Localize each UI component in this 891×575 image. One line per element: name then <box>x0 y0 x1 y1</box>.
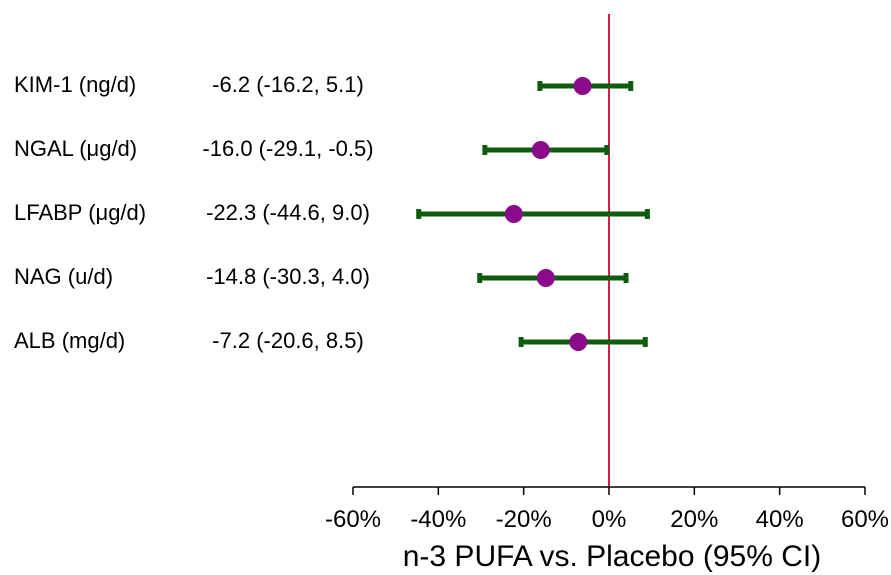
point-estimate <box>504 205 523 223</box>
row-label: KIM-1 (ng/d) <box>14 72 136 97</box>
row-estimate-ci: -7.2 (-20.6, 8.5) <box>212 328 364 353</box>
x-tick-label: -20% <box>496 506 552 533</box>
row-estimate-ci: -14.8 (-30.3, 4.0) <box>206 264 370 289</box>
x-tick-label: 0% <box>592 506 627 533</box>
point-estimate <box>536 269 555 287</box>
point-estimate <box>573 77 592 95</box>
row-estimate-ci: -16.0 (-29.1, -0.5) <box>202 136 373 161</box>
row-label: LFABP (μg/d) <box>14 200 146 225</box>
x-tick-label: 20% <box>670 506 718 533</box>
x-tick-label: 40% <box>756 506 804 533</box>
x-tick-label: 60% <box>841 506 889 533</box>
x-tick-label: -60% <box>325 506 381 533</box>
row-estimate-ci: -22.3 (-44.6, 9.0) <box>206 200 370 225</box>
point-estimate <box>531 141 550 159</box>
row-estimate-ci: -6.2 (-16.2, 5.1) <box>212 72 364 97</box>
forest-rows: KIM-1 (ng/d) -6.2 (-16.2, 5.1) NGAL (μg/d)… <box>14 72 374 353</box>
row-label: ALB (mg/d) <box>14 328 125 353</box>
x-tick-label: -40% <box>410 506 466 533</box>
point-estimate <box>569 333 588 351</box>
row-label: NGAL (μg/d) <box>14 136 137 161</box>
x-axis: -60% -40% -20% 0% 20% 40% 60% <box>325 486 889 533</box>
ci-marks <box>416 77 650 351</box>
row-label: NAG (u/d) <box>14 264 113 289</box>
x-axis-title: n-3 PUFA vs. Placebo (95% CI) <box>403 540 822 573</box>
